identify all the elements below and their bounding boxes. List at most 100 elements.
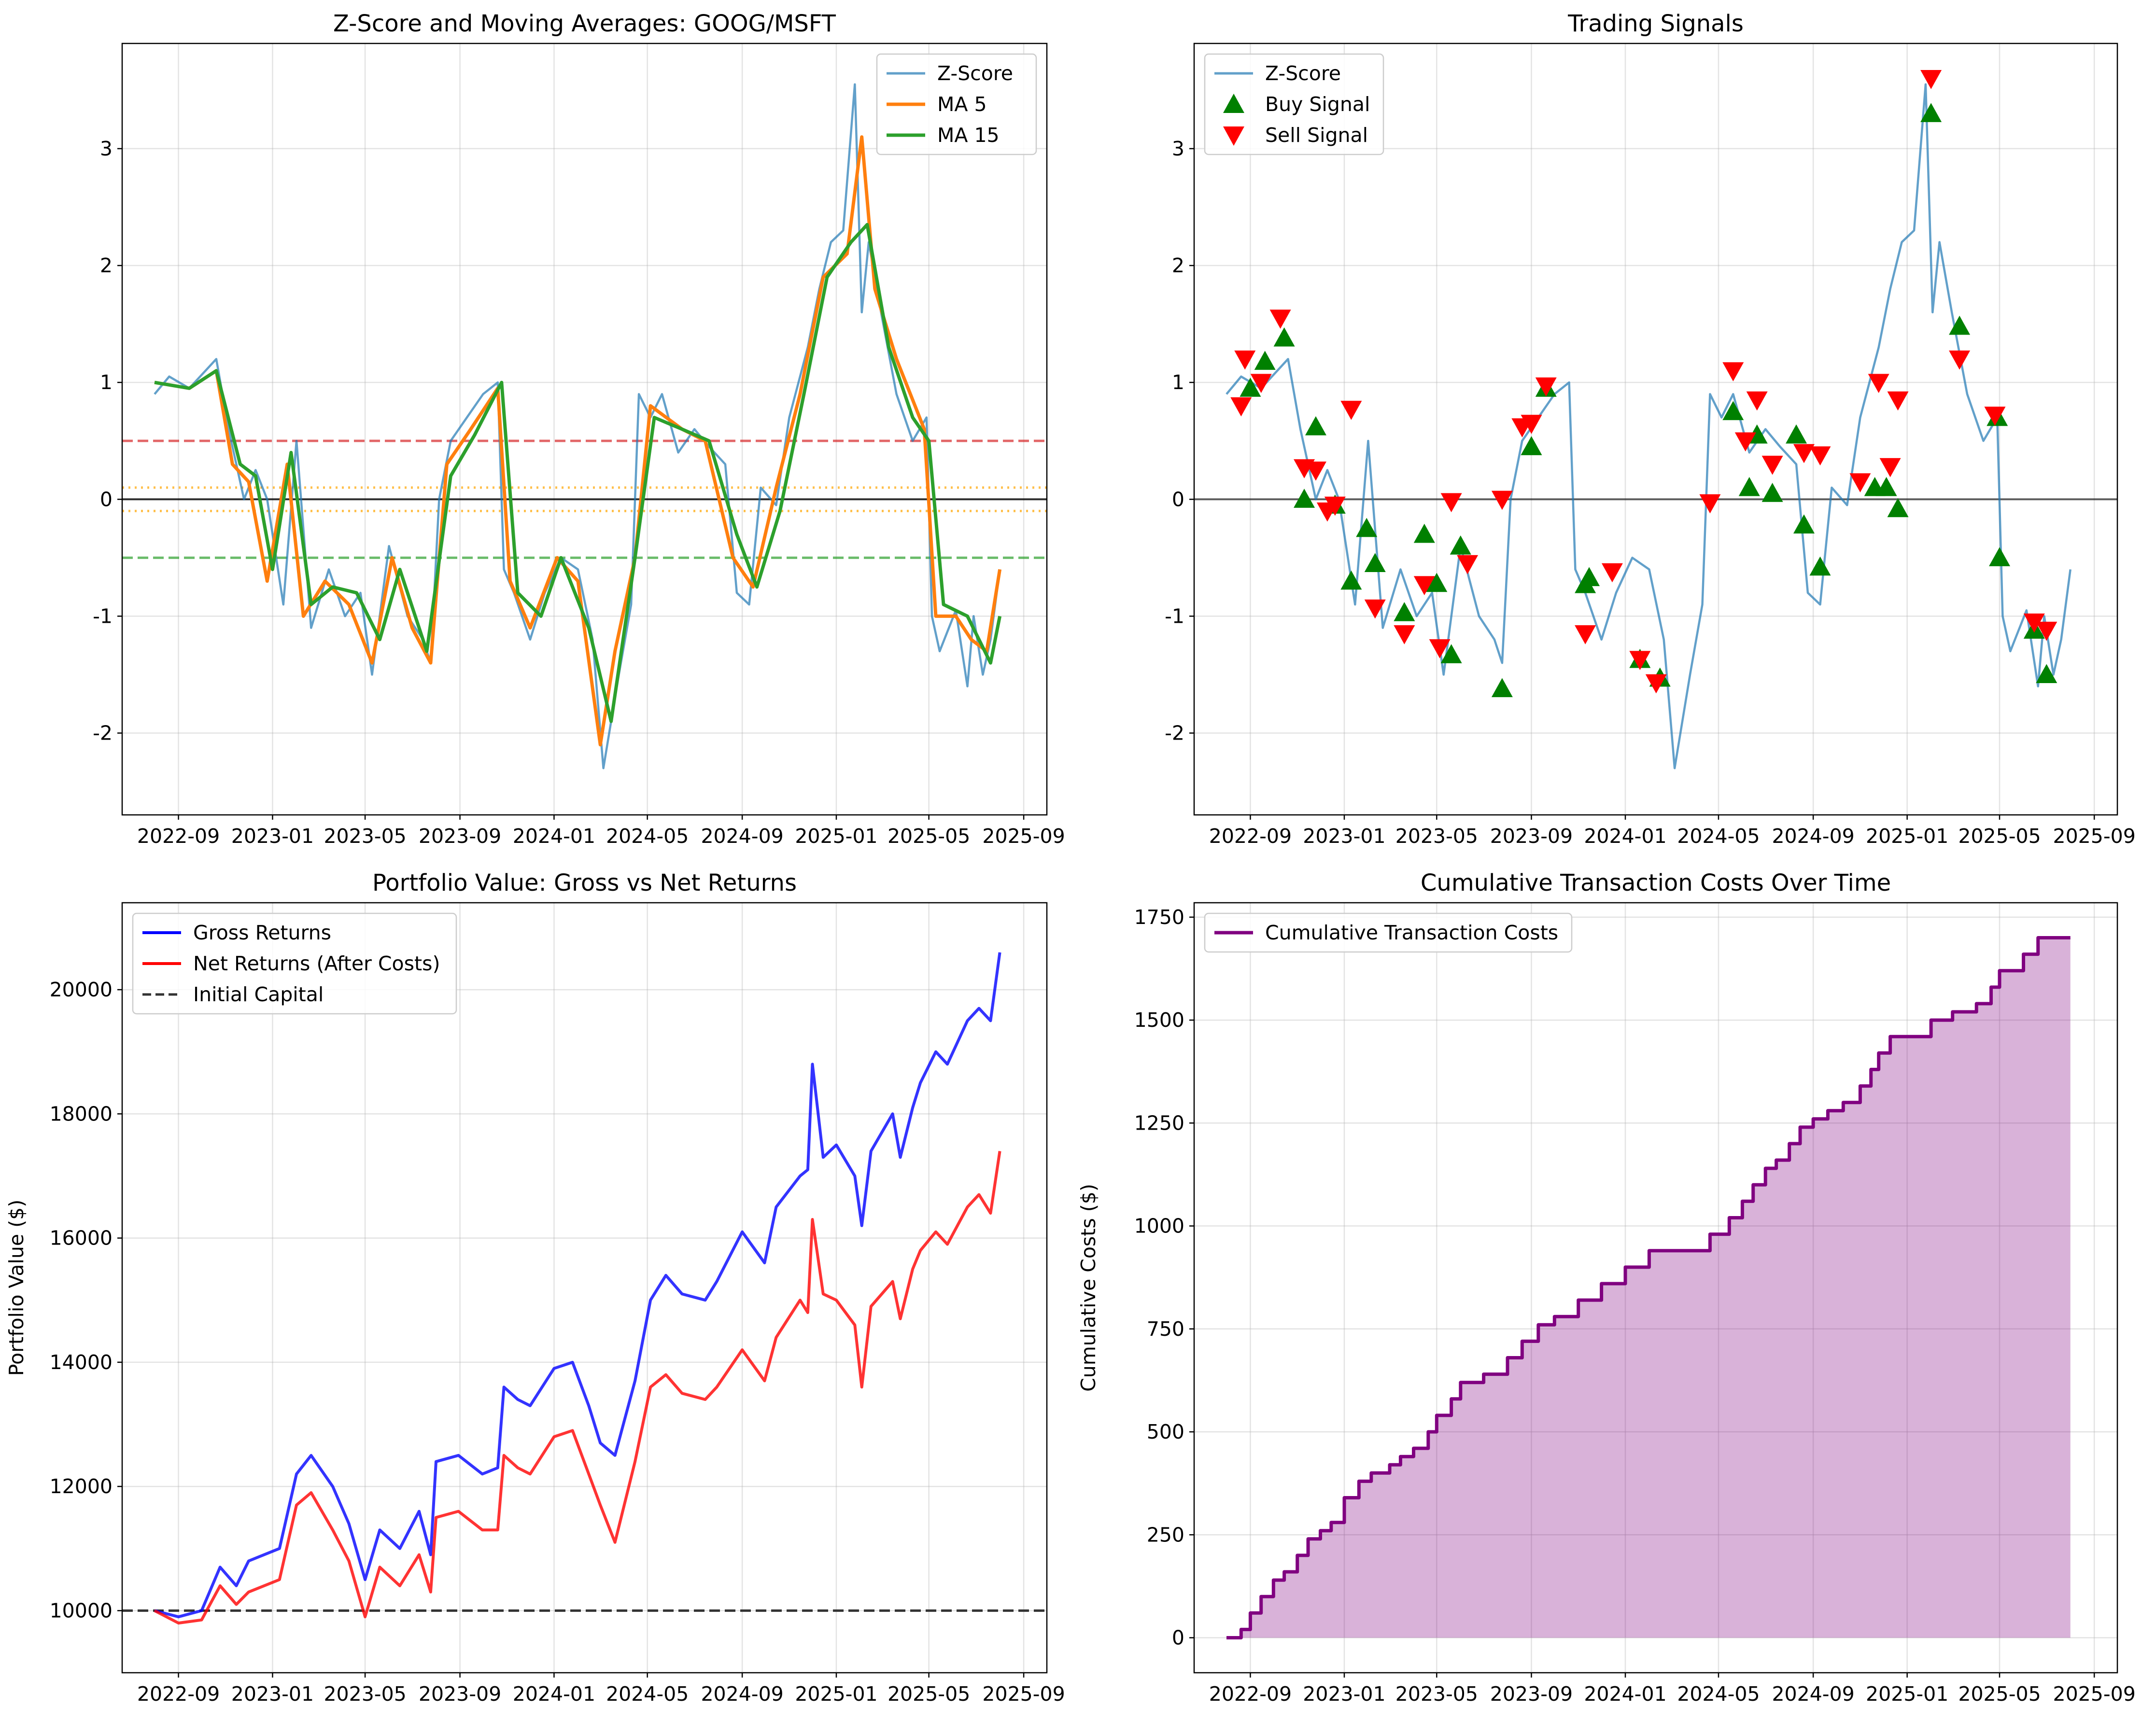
buy-signal-marker [1722,401,1744,420]
sell-signal-marker [1879,458,1901,477]
y-tick-label: 2 [100,254,113,277]
sell-signal-marker [1949,350,1971,370]
legend-label: MA 5 [937,93,987,116]
sell-signal-marker [1250,374,1272,393]
chart-title: Portfolio Value: Gross vs Net Returns [372,869,797,896]
legend: Z-Score Buy Signal Sell Signal [1204,53,1384,155]
buy-signal-marker [1578,567,1600,587]
buy-signal-marker [1875,477,1897,496]
y-tick-label: 18000 [50,1102,113,1125]
buy-signal-marker [1521,436,1542,455]
x-tick-label: 2022-09 [137,1682,220,1706]
y-axis-label: Portfolio Value ($) [5,1200,28,1376]
y-tick-label: 14000 [50,1351,113,1374]
sell-signal-marker [1324,496,1346,516]
sell-signal-marker [1722,362,1744,381]
x-tick-label: 2024-09 [1772,825,1854,848]
sell-signal-marker [1440,493,1462,513]
buy-signal-marker [1394,602,1415,621]
x-tick-label: 2023-05 [324,825,406,848]
buy-signal-marker [1305,416,1326,435]
buy-signal-marker [1364,553,1386,573]
sell-signal-marker [1230,397,1252,417]
y-tick-label: 0 [1172,1626,1184,1650]
y-axis-label: Cumulative Costs ($) [1077,1184,1100,1392]
legend-box [1204,53,1384,155]
grid [122,43,1047,815]
legend: Gross Returns Net Returns (After Costs) In… [132,912,457,1015]
x-tick-label: 2025-09 [982,1682,1065,1706]
y-tick-label: 3 [100,137,113,160]
series-line-ma-15 [154,223,1002,723]
series-line-cumulative-costs [1226,936,2071,1639]
sell-signal-marker [1234,350,1256,370]
chart-title: Z-Score and Moving Averages: GOOG/MSFT [333,10,836,37]
legend-label: Initial Capital [193,983,324,1006]
panel-p4: 2022-09 2023-01 2023-05 2023-09 2024-01 2024-… [1077,869,2136,1706]
axes-frame [121,902,1048,1674]
series-line-gross-returns [154,952,1001,1619]
sell-signal-marker [1394,625,1415,644]
buy-signal-marker [1254,350,1276,370]
y-tick-label: 1 [100,371,113,394]
sell-signal-marker [1761,456,1783,475]
x-tick-label: 2025-05 [888,825,970,848]
y-tick-label: 1750 [1134,906,1184,929]
plot-area [122,83,1047,770]
buy-signal-marker [1793,514,1815,534]
sell-signal-marker [1809,446,1831,466]
buy-signal-marker [1989,547,2011,566]
buy-signal-marker [1786,424,1807,444]
x-tick-label: 2024-01 [513,1682,595,1706]
x-tick-label: 2022-09 [1209,825,1292,848]
buy-signal-marker [1240,378,1261,397]
buy-signal-marker [2036,664,2057,684]
x-tick-label: 2025-09 [2053,825,2136,848]
sell-signal-marker [1887,391,1909,411]
y-tick-label: 10000 [50,1599,113,1622]
y-tick-label: 1 [1172,371,1184,394]
y-tick-label: 1000 [1134,1215,1184,1238]
x-tick-label: 2023-01 [1303,1682,1385,1706]
chart-title: Cumulative Transaction Costs Over Time [1421,869,1891,896]
x-tick-label: 2025-01 [1866,1682,1948,1706]
sell-signal-marker [1491,490,1513,510]
x-tick-label: 2025-05 [1958,1682,2041,1706]
x-tick-label: 2024-09 [701,1682,783,1706]
sell-signal-marker [1734,432,1756,452]
grid [1194,903,2117,1673]
y-tick-label: 250 [1147,1523,1184,1546]
buy-signal-marker [1426,573,1448,592]
y-tick-label: 0 [1172,488,1184,511]
legend-label: Cumulative Transaction Costs [1265,921,1558,944]
x-tick-label: 2023-01 [231,1682,314,1706]
y-tick-label: 3 [1172,137,1184,160]
axes-frame [1193,42,2118,816]
cost-area-fill [1226,937,2071,1638]
sell-signal-marker [1429,639,1451,658]
grid [122,903,1047,1673]
y-tick-label: -1 [93,604,113,628]
x-tick-label: 2024-05 [1677,1682,1760,1706]
legend: Z-Score MA 5 MA 15 [876,53,1037,155]
sell-signal-marker [1269,309,1291,329]
sell-signal-marker [1746,391,1768,411]
sell-signal-marker [1984,406,2006,426]
buy-signal-marker [1294,489,1315,508]
x-tick-label: 2023-09 [419,1682,501,1706]
legend: Cumulative Transaction Costs [1204,912,1573,953]
buy-signal-marker [1491,678,1513,698]
x-tick-label: 2024-01 [1584,825,1666,848]
legend-label: MA 15 [937,124,1000,147]
sell-signal-marker [1920,70,1942,89]
x-tick-label: 2023-05 [324,1682,406,1706]
legend-marker [1223,126,1244,146]
x-tick-label: 2024-09 [1772,1682,1854,1706]
legend-box [876,53,1037,155]
buy-signal-marker [1761,483,1783,502]
x-tick-label: 2025-05 [1958,825,2041,848]
y-tick-label: 1250 [1134,1111,1184,1134]
x-tick-label: 2025-05 [888,1682,970,1706]
series-line-ma-5 [154,135,1002,747]
x-tick-label: 2022-09 [137,825,220,848]
